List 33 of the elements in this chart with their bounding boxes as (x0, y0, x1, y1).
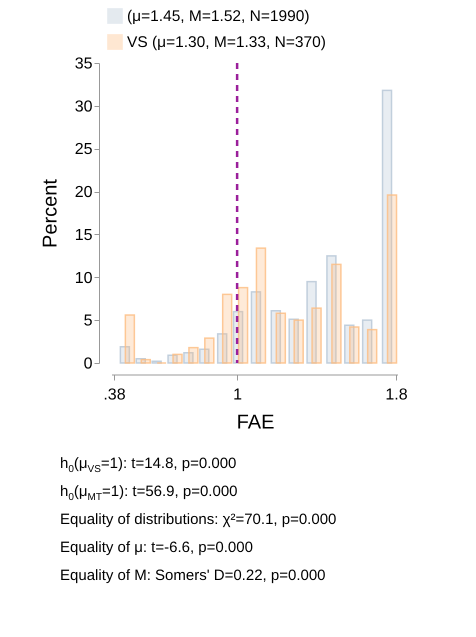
bar (172, 354, 183, 364)
x-tick-label: 1 (233, 386, 242, 404)
y-tick-label: 0 (84, 356, 93, 372)
bar (188, 346, 199, 364)
text: Equality of M: Somers' D=0.22, p=0.000 (60, 567, 326, 584)
text: Equality of distributions: χ²=70.1, p=0.000 (60, 511, 336, 528)
y-tick-label: 25 (74, 141, 93, 158)
x-tick-label: .38 (103, 386, 126, 404)
y-tick-label: 30 (74, 98, 93, 116)
y-tick-label: 20 (74, 184, 93, 202)
text: Equality of μ: t=-6.6, p=0.000 (60, 539, 253, 556)
bar (386, 194, 398, 364)
bar (349, 326, 360, 364)
bar (222, 294, 232, 364)
bar (366, 328, 378, 364)
bar (311, 307, 322, 364)
bar (276, 312, 286, 364)
bar (238, 286, 248, 364)
y-tick-label: 15 (74, 226, 93, 244)
bar (293, 319, 304, 364)
bar (140, 358, 151, 364)
y-tick-label: 35 (74, 56, 93, 72)
bar (124, 314, 136, 364)
bar (331, 264, 342, 364)
y-tick-label: 10 (74, 270, 93, 287)
legend-label: VS (μ=1.30, M=1.33, N=370) (127, 34, 326, 51)
bar (204, 337, 215, 364)
legend-label: (μ=1.45, M=1.52, N=1990) (127, 8, 310, 25)
x-tick-label: 1.8 (385, 386, 408, 404)
bar (256, 247, 266, 364)
y-axis-title: Percent (40, 178, 62, 248)
y-tick-label: 5 (84, 312, 93, 330)
x-axis-title: FAE (236, 412, 274, 434)
